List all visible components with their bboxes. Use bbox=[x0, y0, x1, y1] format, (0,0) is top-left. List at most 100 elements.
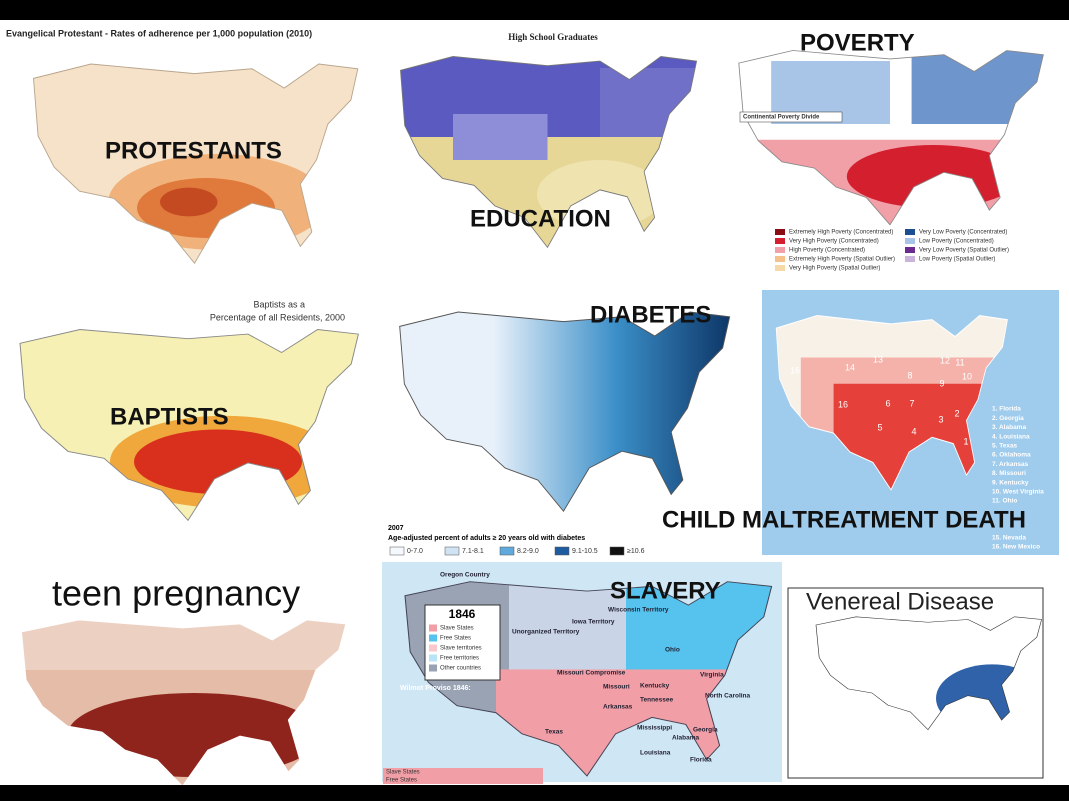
state-number: 1 bbox=[963, 436, 968, 446]
state-number: 11 bbox=[955, 357, 964, 367]
ranking-item: 5. Texas bbox=[992, 443, 1018, 450]
map-title: Percentage of all Residents, 2000 bbox=[210, 312, 345, 322]
legend-swatch bbox=[429, 644, 437, 652]
ranking-item: 8. Missouri bbox=[992, 470, 1026, 477]
place-label: Georgia bbox=[693, 727, 718, 734]
legend-swatch bbox=[429, 634, 437, 642]
legend-label: Free territories bbox=[440, 656, 479, 662]
legend-label: 8.2-9.0 bbox=[517, 548, 539, 555]
legend-label: 9.1-10.5 bbox=[572, 548, 598, 555]
table-row: Free States bbox=[386, 778, 417, 784]
state-number: 10 bbox=[962, 371, 972, 381]
legend-label: Very High Poverty (Spatial Outlier) bbox=[789, 266, 880, 272]
legend-swatch bbox=[499, 546, 515, 556]
place-label: Missouri Compromise bbox=[557, 670, 626, 677]
map-label: POVERTY bbox=[800, 29, 915, 56]
venereal-panel: Venereal Disease bbox=[787, 587, 1044, 779]
legend-label: Very Low Poverty (Spatial Outlier) bbox=[919, 248, 1009, 254]
state-number: 16 bbox=[838, 399, 848, 409]
annotation: Wilmot Proviso 1846: bbox=[400, 685, 471, 692]
legend-swatch bbox=[775, 229, 785, 235]
ranking-item: 4. Louisiana bbox=[992, 433, 1030, 440]
place-label: Mississippi bbox=[637, 725, 672, 732]
top-bar bbox=[0, 0, 1069, 20]
state-number: 8 bbox=[907, 370, 912, 380]
place-label: Louisiana bbox=[640, 750, 671, 757]
legend-swatch bbox=[429, 624, 437, 632]
map-label: BAPTISTS bbox=[110, 403, 229, 430]
state-number: 3 bbox=[938, 414, 943, 424]
legend-label: Other countries bbox=[440, 666, 481, 672]
map-title: Baptists as a bbox=[253, 299, 305, 309]
annotation: Continental Poverty Divide bbox=[743, 115, 820, 121]
place-label: Ohio bbox=[665, 647, 680, 654]
legend-swatch bbox=[444, 546, 460, 556]
year: 2007 bbox=[388, 525, 404, 532]
legend-label: Free States bbox=[440, 636, 471, 642]
legend-label: High Poverty (Concentrated) bbox=[789, 248, 865, 254]
legend-swatch bbox=[905, 238, 915, 244]
state-number: 13 bbox=[873, 354, 883, 364]
bottom-bar bbox=[0, 785, 1069, 801]
legend-label: Slave territories bbox=[440, 646, 482, 652]
maltreatment-panel: 16 14 13 8 12 11 10 9 16 6 7 5 4 3 2 1 1. Florida 2. Geo… bbox=[662, 290, 1059, 555]
state-number: 2 bbox=[954, 408, 959, 418]
table-row: Slave States bbox=[386, 770, 420, 776]
place-label: Wisconsin Territory bbox=[608, 607, 669, 614]
map-title: High School Graduates bbox=[508, 32, 598, 42]
state-number: 4 bbox=[911, 426, 916, 436]
place-label: Alabama bbox=[672, 735, 699, 742]
ranking-item: 2. Georgia bbox=[992, 415, 1024, 422]
legend-label: Low Poverty (Spatial Outlier) bbox=[919, 257, 995, 263]
ranking-item: 11. Ohio bbox=[992, 498, 1017, 505]
legend-swatch bbox=[554, 546, 570, 556]
place-label: Missouri bbox=[603, 684, 630, 691]
legend-label: 0-7.0 bbox=[407, 548, 423, 555]
place-label: Florida bbox=[690, 757, 712, 764]
map-label: CHILD MALTREATMENT DEATH bbox=[662, 506, 1026, 533]
place-label: Iowa Territory bbox=[572, 619, 615, 626]
place-label: Arkansas bbox=[603, 704, 633, 711]
legend-swatch bbox=[609, 546, 625, 556]
legend-label: Slave States bbox=[440, 626, 474, 632]
map-label: EDUCATION bbox=[470, 205, 611, 232]
state-number: 5 bbox=[877, 422, 882, 432]
state-number: 7 bbox=[909, 398, 914, 408]
place-label: Virginia bbox=[700, 672, 724, 679]
legend-swatch bbox=[429, 664, 437, 672]
slavery-panel: SLAVERY 1846 Slave States Free States Slav… bbox=[382, 562, 782, 784]
ranking-item: 6. Oklahoma bbox=[992, 452, 1031, 459]
ranking-item: 15. Nevada bbox=[992, 535, 1026, 542]
legend-label: Low Poverty (Concentrated) bbox=[919, 239, 994, 245]
map-title: Evangelical Protestant - Rates of adhere… bbox=[6, 28, 312, 38]
legend-swatch bbox=[905, 247, 915, 253]
legend-label: Very High Poverty (Concentrated) bbox=[789, 239, 879, 245]
caption: Age-adjusted percent of adults ≥ 20 year… bbox=[388, 535, 585, 542]
legend-swatch bbox=[775, 247, 785, 253]
legend-label: ≥10.6 bbox=[627, 548, 645, 555]
place-label: Kentucky bbox=[640, 683, 670, 690]
ranking-item: 7. Arkansas bbox=[992, 461, 1029, 468]
state-number: 12 bbox=[940, 355, 950, 365]
legend-swatch bbox=[905, 256, 915, 262]
place-label: Oregon Country bbox=[440, 572, 490, 579]
state-number: 6 bbox=[885, 398, 890, 408]
ranking-item: 9. Kentucky bbox=[992, 479, 1029, 486]
place-label: North Carolina bbox=[705, 693, 751, 700]
legend-title: 1846 bbox=[449, 607, 476, 621]
legend-label: Extremely High Poverty (Spatial Outlier) bbox=[789, 257, 895, 263]
legend-swatch bbox=[775, 238, 785, 244]
map-label: DIABETES bbox=[590, 301, 711, 328]
place-label: Unorganized Territory bbox=[512, 629, 580, 636]
ranking-item: 10. West Virginia bbox=[992, 489, 1044, 496]
place-label: Tennessee bbox=[640, 697, 674, 704]
legend-swatch bbox=[429, 654, 437, 662]
legend-swatch bbox=[775, 265, 785, 271]
legend-swatch bbox=[905, 229, 915, 235]
ranking-item: 3. Alabama bbox=[992, 424, 1026, 431]
map-label: teen pregnancy bbox=[52, 573, 300, 614]
place-label: Texas bbox=[545, 729, 563, 736]
state-number: 16 bbox=[790, 365, 800, 375]
map-label: SLAVERY bbox=[610, 577, 721, 604]
